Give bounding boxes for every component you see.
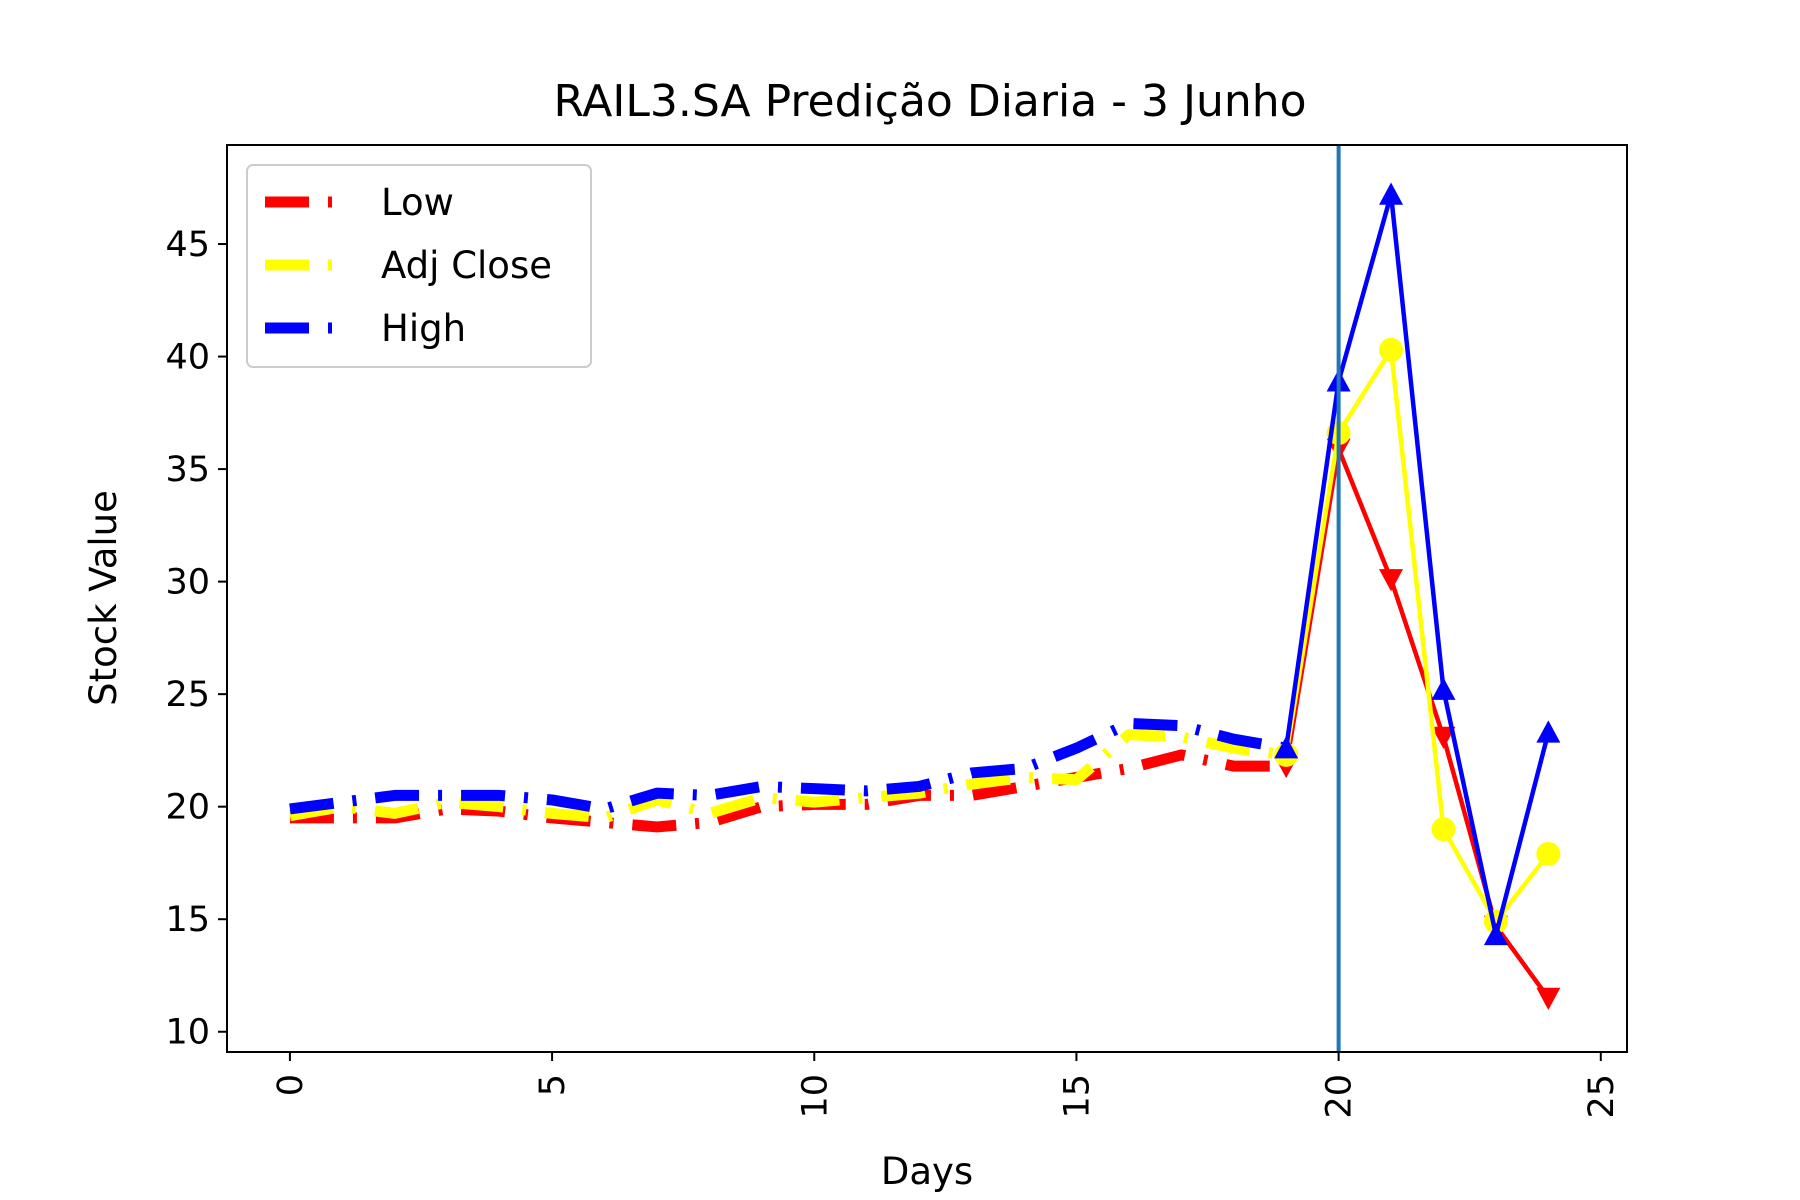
series-high-prediction-line (1283, 192, 1551, 938)
series-low-history-line (289, 749, 1287, 833)
series-high-point (1379, 182, 1404, 205)
series-high-point (1431, 677, 1456, 700)
y-tick-label: 25 (165, 675, 210, 715)
x-tick-label: 20 (1320, 1074, 1360, 1119)
y-tick-label: 15 (165, 900, 210, 940)
x-tick-label: 15 (1057, 1074, 1097, 1119)
x-tick-label: 10 (795, 1074, 835, 1119)
y-tick-label: 45 (165, 225, 210, 265)
axis-ticks: 0 5 10 15 20 25 10 15 20 25 30 35 40 45 (165, 225, 1621, 1119)
series-high-point (1536, 720, 1561, 743)
y-tick-label: 30 (165, 563, 210, 603)
chart-title: RAIL3.SA Predição Diaria - 3 Junho (553, 76, 1306, 127)
y-tick-label: 35 (165, 450, 210, 490)
series-adj-close-prediction-line (1283, 347, 1551, 924)
series-low-point (1536, 987, 1561, 1010)
legend-box (246, 164, 592, 368)
legend-label-adj-close: Adj Close (381, 244, 552, 287)
plot-area (288, 145, 1561, 1052)
x-tick-label: 5 (533, 1074, 573, 1096)
y-axis-label: Stock Value (82, 490, 125, 706)
x-tick-label: 25 (1582, 1074, 1622, 1119)
y-tick-label: 40 (165, 338, 210, 378)
plot-frame (226, 144, 1628, 1053)
x-axis-label: Days (881, 1150, 973, 1193)
legend-label-low: Low (381, 181, 454, 224)
series-low-point (1379, 569, 1404, 592)
series-adj-close-point (1536, 841, 1561, 866)
series-high-point (1483, 922, 1508, 946)
legend-label-high: High (381, 307, 466, 350)
series-high-point (1274, 736, 1299, 759)
series-low-point (1431, 726, 1456, 749)
series-adj-close-point (1379, 337, 1404, 362)
y-tick-label: 20 (165, 788, 210, 828)
series-adj-close-point (1431, 817, 1456, 842)
x-tick-label: 0 (271, 1074, 311, 1096)
y-tick-label: 10 (165, 1013, 210, 1053)
legend: Low Adj Close High (246, 164, 592, 368)
series-low-prediction-line (1283, 446, 1551, 1000)
